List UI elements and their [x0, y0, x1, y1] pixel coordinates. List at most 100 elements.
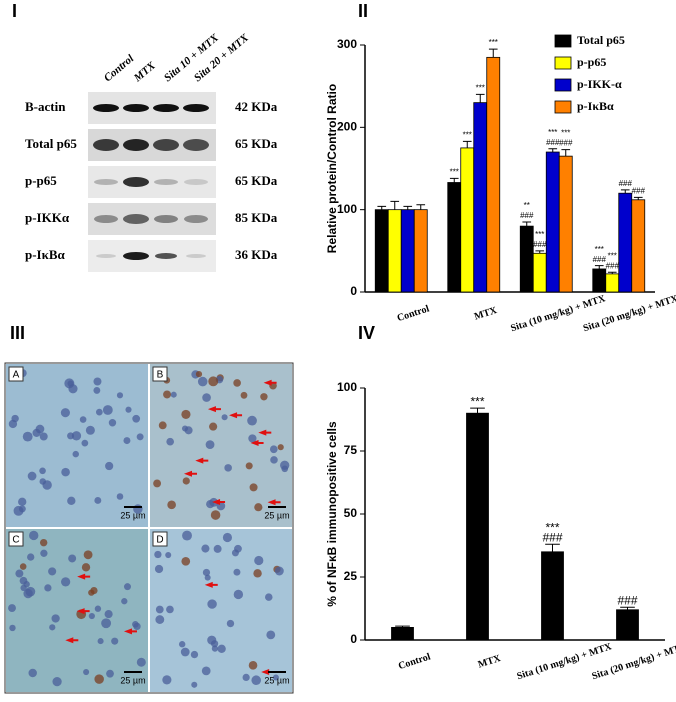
band	[123, 177, 149, 187]
significance: ###	[546, 138, 560, 147]
cell-nucleus	[68, 554, 77, 563]
cell-nucleus	[121, 598, 128, 605]
cell-nucleus	[181, 409, 191, 419]
y-tick-label: 0	[350, 284, 357, 298]
significance: ***	[561, 129, 570, 138]
error-bar	[403, 205, 413, 210]
legend-label: p-p65	[577, 55, 606, 69]
y-tick-label: 100	[337, 380, 357, 394]
arrow	[76, 608, 90, 615]
cell-nucleus	[111, 637, 119, 645]
blot-column-label: MTX	[131, 59, 158, 85]
y-axis-label: Relative protein/Control Ratio	[325, 84, 339, 253]
y-tick-label: 100	[337, 202, 357, 216]
cell-nucleus	[88, 612, 95, 620]
bar	[413, 209, 428, 293]
cell-nucleus	[51, 614, 60, 623]
band	[94, 179, 118, 185]
blot-strip	[88, 166, 216, 198]
blot-row-name: Total p65	[25, 136, 77, 151]
cell-nucleus	[60, 577, 71, 587]
error-bar	[377, 205, 387, 210]
significance: ***	[450, 167, 459, 176]
cell-nucleus	[83, 669, 90, 676]
cell-nucleus	[222, 532, 233, 543]
cell-nucleus	[165, 552, 172, 559]
cell-nucleus	[18, 497, 27, 507]
arrow	[250, 439, 264, 446]
cell-nucleus	[266, 630, 276, 640]
cell-nucleus	[35, 424, 45, 434]
error-bar	[607, 271, 617, 274]
panel-label: IV	[358, 323, 375, 343]
x-tick-label: MTX	[473, 305, 499, 323]
cell-nucleus	[182, 530, 192, 541]
bar	[532, 252, 547, 293]
cell-nucleus	[269, 445, 278, 454]
scale-label: 25 µm	[120, 510, 145, 520]
bar	[374, 209, 389, 293]
cell-nucleus	[201, 666, 211, 676]
error-bar	[390, 200, 400, 210]
cell-nucleus	[247, 415, 257, 426]
error-bar	[548, 148, 558, 153]
cell-nucleus	[123, 583, 131, 591]
band	[154, 215, 178, 223]
cell-nucleus	[260, 393, 268, 401]
significance: ###	[632, 186, 646, 195]
arrow	[195, 457, 209, 464]
cell-nucleus	[27, 553, 35, 561]
y-tick-label: 50	[344, 506, 358, 520]
cell-nucleus	[93, 377, 102, 386]
arrow	[212, 498, 226, 505]
cell-nucleus	[170, 391, 177, 398]
cell-nucleus	[265, 593, 273, 601]
histology-image	[6, 529, 148, 692]
cell-nucleus	[101, 618, 112, 629]
cell-nucleus	[39, 467, 46, 475]
error-bar	[535, 250, 545, 254]
cell-nucleus	[102, 405, 113, 415]
significance: ###	[593, 255, 607, 264]
bar	[460, 147, 475, 293]
cell-nucleus	[40, 549, 48, 557]
scale-label: 25 µm	[120, 675, 145, 685]
cell-nucleus	[272, 674, 279, 681]
arrow	[77, 573, 91, 580]
significance: ***	[463, 130, 472, 139]
band	[93, 139, 119, 151]
histology-image	[150, 364, 292, 527]
cell-nucleus	[191, 681, 198, 688]
band	[123, 139, 149, 151]
cell-nucleus	[132, 414, 141, 423]
cell-nucleus	[116, 392, 124, 399]
cell-nucleus	[8, 419, 18, 429]
legend-label: p-IKK-α	[577, 77, 622, 91]
y-tick-label: 25	[344, 569, 358, 583]
arrow	[207, 406, 221, 413]
cell-nucleus	[233, 379, 241, 387]
cell-nucleus	[18, 505, 26, 513]
arrow	[229, 412, 243, 419]
error-bar	[545, 543, 560, 552]
cell-nucleus	[213, 544, 222, 553]
bar	[387, 209, 402, 293]
cell-nucleus	[44, 584, 52, 592]
panel-label: II	[358, 1, 368, 21]
cell-nucleus	[205, 440, 215, 450]
x-tick-label: Control	[396, 303, 431, 324]
arrow	[65, 637, 79, 644]
band	[184, 179, 208, 185]
cell-nucleus	[79, 416, 87, 423]
cell-nucleus	[158, 421, 167, 430]
cell-nucleus	[29, 530, 39, 541]
arrow	[204, 581, 218, 588]
band	[123, 104, 149, 112]
cell-nucleus	[97, 638, 104, 645]
significance: ***	[608, 251, 617, 260]
y-tick-label: 0	[350, 632, 357, 646]
cell-nucleus	[209, 422, 218, 431]
bar	[473, 102, 488, 293]
cell-nucleus	[201, 544, 210, 553]
cell-nucleus	[166, 605, 174, 614]
